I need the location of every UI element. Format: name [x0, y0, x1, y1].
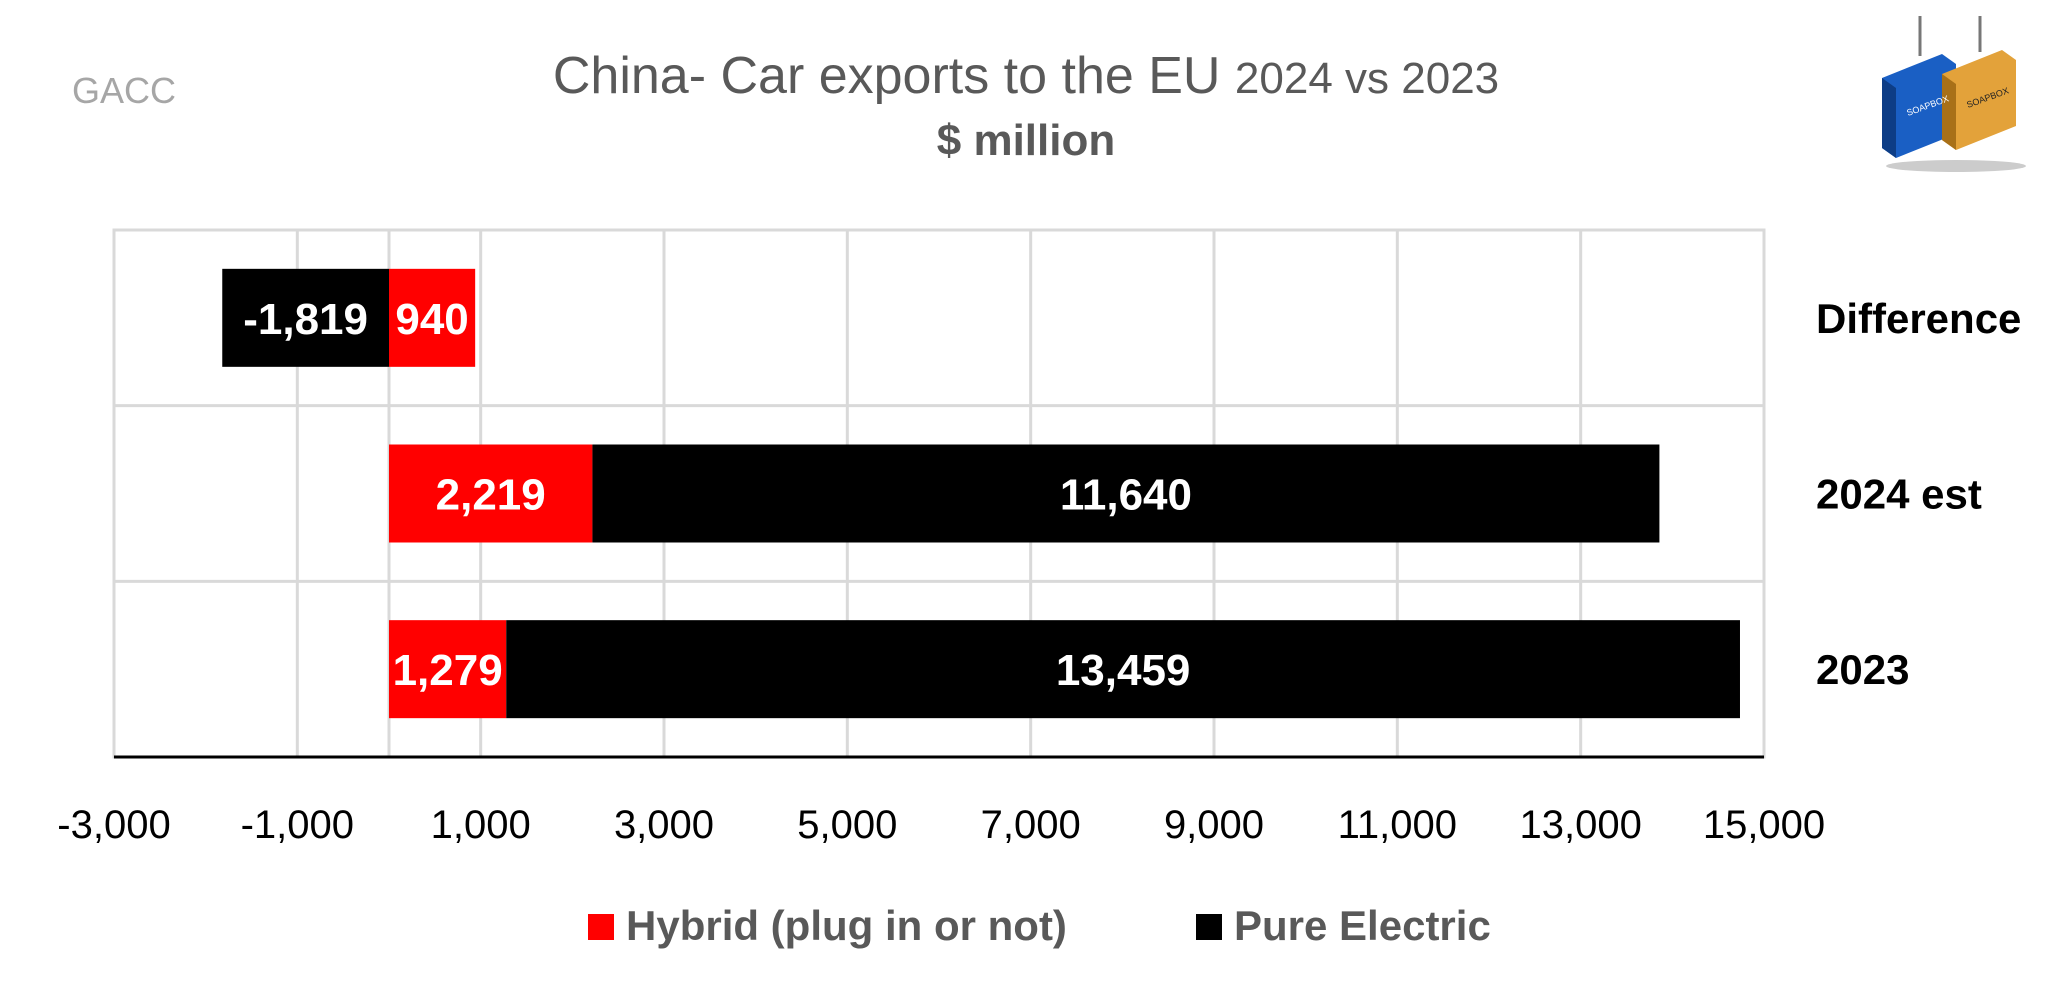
x-tick-label: 15,000: [1703, 803, 1825, 847]
bar-segment: [389, 268, 476, 367]
x-tick-label: -3,000: [57, 803, 170, 847]
chart-title-main: China- Car exports to the EU: [552, 47, 1221, 105]
x-tick-label: 1,000: [431, 803, 531, 847]
data-label: -1,819: [243, 295, 368, 344]
legend-label: Hybrid (plug in or not): [626, 902, 1067, 949]
bar-segment: [592, 444, 1660, 543]
chart-x-axis: -3,000 -1,000 1,000 3,000 5,000 7,000 9,000 11,…: [57, 755, 1825, 847]
bar-segment: [389, 444, 593, 543]
data-label: 11,640: [1060, 471, 1192, 520]
chart-title: China- Car exports to the EU 2024 vs 202…: [0, 46, 2052, 106]
chart-legend: Hybrid (plug in or not) Pure Electric: [588, 902, 1491, 949]
category-label: 2024 est: [1816, 471, 1982, 518]
x-tick-label: 5,000: [797, 803, 897, 847]
bar-segment: [222, 268, 389, 367]
bar-segment: [389, 620, 507, 719]
legend-label: Pure Electric: [1234, 902, 1491, 949]
data-label: 1,279: [393, 646, 503, 695]
x-tick-label: -1,000: [241, 803, 354, 847]
chart-title-years: 2024 vs 2023: [1234, 54, 1500, 103]
chart-subtitle: $ million: [936, 116, 1116, 165]
x-tick-label: 13,000: [1519, 803, 1641, 847]
x-tick-label: 9,000: [1164, 803, 1264, 847]
category-label: 2023: [1816, 646, 1909, 693]
category-label: Difference: [1816, 295, 2021, 342]
data-label: 13,459: [1056, 646, 1191, 695]
chart-bars: 940 -1,819 2,219 11,640 1,279 13,459: [222, 268, 1740, 719]
legend-swatch: [588, 914, 614, 940]
legend-swatch: [1196, 914, 1222, 940]
data-label: 2,219: [436, 471, 546, 520]
chart-category-labels: Difference 2024 est 2023: [1816, 295, 2021, 693]
x-tick-label: 11,000: [1338, 803, 1457, 847]
x-tick-label: 3,000: [614, 803, 714, 847]
source-label: GACC: [72, 70, 177, 111]
shipping-containers-logo-icon: SOAPBOX SOAPBOX: [1882, 16, 2026, 172]
x-tick-label: 7,000: [981, 803, 1081, 847]
data-label: 940: [395, 295, 468, 344]
bar-segment: [506, 620, 1740, 719]
